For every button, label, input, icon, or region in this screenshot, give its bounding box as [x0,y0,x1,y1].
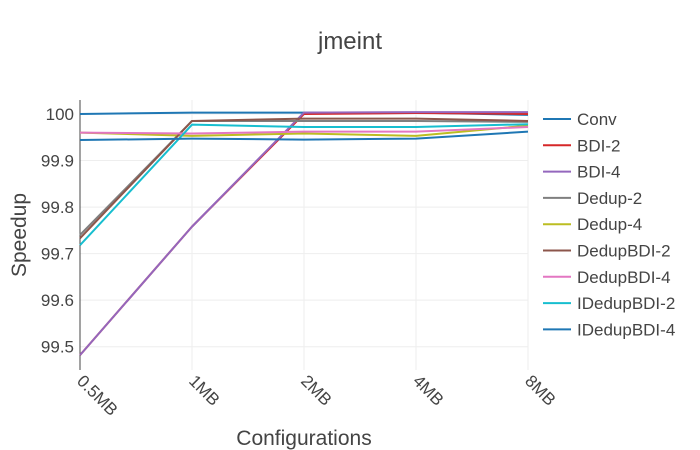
x-tick-label: 1MB [185,371,223,409]
series-line-dedupbdi-2 [79,117,529,239]
y-tick-label: 99.5 [41,338,74,357]
x-tick-label: 8MB [521,371,559,409]
legend-label: Dedup-4 [577,215,642,234]
y-tick-label: 99.8 [41,198,74,217]
legend-item-dedup-2[interactable]: Dedup-2 [543,189,642,208]
legend-label: BDI-4 [577,163,620,182]
series-line-idedupbdi-4 [79,130,529,142]
legend-label: IDedupBDI-4 [577,320,675,339]
y-tick-labels: 99.5 99.6 99.7 99.8 99.9 100 [41,105,74,357]
series-lines [79,111,529,356]
series-line-idedupbdi-2 [79,123,529,246]
legend-label: IDedupBDI-2 [577,294,675,313]
x-tick-labels: 0.5MB 1MB 2MB 4MB 8MB [73,371,559,419]
legend-item-dedup-4[interactable]: Dedup-4 [543,215,642,234]
chart-title: jmeint [317,28,382,55]
legend-label: BDI-2 [577,136,620,155]
legend-item-dedupbdi-4[interactable]: DedupBDI-4 [543,268,671,287]
x-tick-label: 2MB [297,371,335,409]
legend-label: DedupBDI-2 [577,242,671,261]
legend-item-idedupbdi-4[interactable]: IDedupBDI-4 [543,320,675,339]
series-line-dedupbdi-4 [79,126,529,135]
legend-label: Dedup-2 [577,189,642,208]
legend[interactable]: Conv BDI-2 BDI-4 Dedup-2 Dedup-4 DedupBDI-2 De… [543,110,675,339]
legend-item-dedupbdi-2[interactable]: DedupBDI-2 [543,242,671,261]
y-tick-label: 99.6 [41,291,74,310]
x-axis-title: Configurations [236,427,371,450]
y-tick-label: 100 [46,105,74,124]
x-tick-label: 0.5MB [73,371,121,419]
y-tick-label: 99.7 [41,245,74,264]
x-tick-label: 4MB [409,371,447,409]
legend-label: DedupBDI-4 [577,268,671,287]
series-line-bdi-4 [79,111,528,356]
legend-item-conv[interactable]: Conv [543,110,617,129]
series-line-dedup-4 [79,124,529,137]
y-tick-label: 99.9 [41,152,74,171]
legend-label: Conv [577,110,617,129]
legend-item-bdi-4[interactable]: BDI-4 [543,163,620,182]
legend-item-idedupbdi-2[interactable]: IDedupBDI-2 [543,294,675,313]
y-axis-title: Speedup [8,193,31,277]
legend-item-bdi-2[interactable]: BDI-2 [543,136,620,155]
